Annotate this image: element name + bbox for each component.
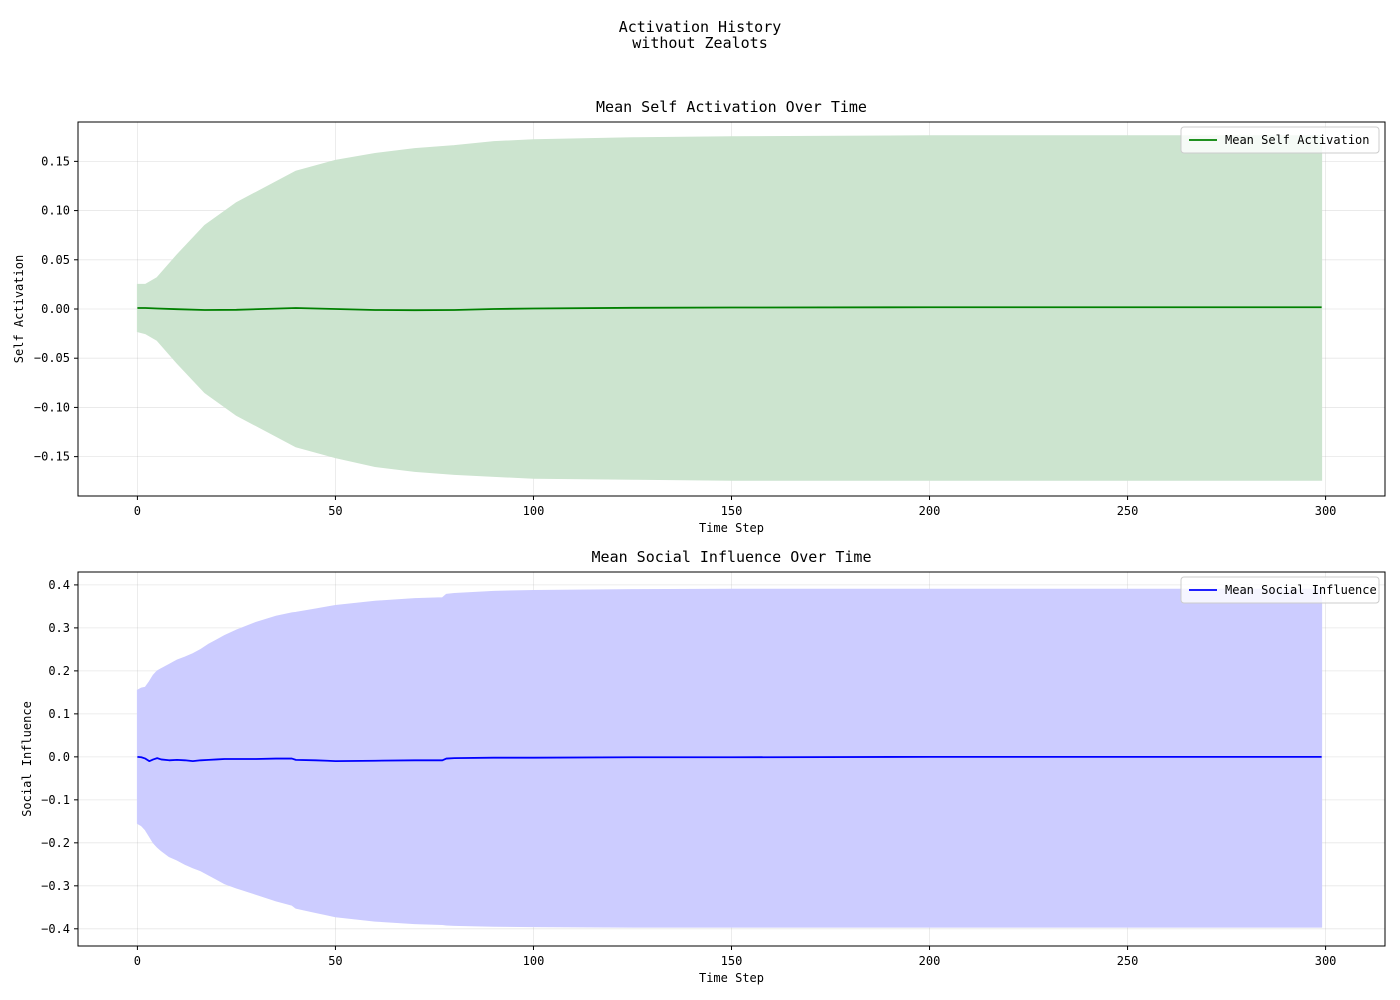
- social-influence-xtick-label-3: 150: [721, 954, 743, 968]
- figure-suptitle-line2: without Zealots: [632, 34, 767, 52]
- self-activation-xtick-label-0: 0: [134, 504, 141, 518]
- social-influence-mean-line: [137, 755, 1322, 763]
- social-influence-ylabel: Social Influence: [20, 701, 34, 817]
- social-influence-ytick-label-1: −0.3: [41, 879, 70, 893]
- social-influence-ytick-label-8: 0.4: [48, 578, 70, 592]
- social-influence-legend: Mean Social Influence: [1180, 576, 1380, 604]
- self-activation-legend: Mean Self Activation: [1180, 126, 1380, 154]
- self-activation-ytick-label-0: −0.15: [34, 450, 70, 464]
- figure-suptitle-line1: Activation History: [619, 18, 782, 36]
- self-activation-ytick-label-6: 0.15: [41, 154, 70, 168]
- self-activation-xtick-label-2: 100: [523, 504, 545, 518]
- self-activation-xtick-label-4: 200: [919, 504, 941, 518]
- social-influence-ytick-label-3: −0.1: [41, 793, 70, 807]
- self-activation-xtick-label-1: 50: [328, 504, 342, 518]
- self-activation-title: Mean Self Activation Over Time: [596, 98, 867, 116]
- social-influence-ytick-label-2: −0.2: [41, 836, 70, 850]
- self-activation-legend-box: [1180, 126, 1380, 154]
- social-influence-xtick-label-4: 200: [919, 954, 941, 968]
- social-influence-xtick-label-1: 50: [328, 954, 342, 968]
- self-activation-xtick-label-5: 250: [1117, 504, 1139, 518]
- self-activation-ylabel: Self Activation: [12, 255, 26, 363]
- self-activation-ytick-label-2: −0.05: [34, 351, 70, 365]
- self-activation-ytick-label-3: 0.00: [41, 302, 70, 316]
- social-influence-title: Mean Social Influence Over Time: [592, 548, 872, 566]
- social-influence-ytick-label-7: 0.3: [48, 621, 70, 635]
- self-activation-xtick-label-3: 150: [721, 504, 743, 518]
- social-influence-xtick-label-5: 250: [1117, 954, 1139, 968]
- social-influence-xtick-label-2: 100: [523, 954, 545, 968]
- self-activation-ytick-label-4: 0.05: [41, 253, 70, 267]
- social-influence-xlabel: Time Step: [699, 971, 764, 985]
- self-activation-panel: Mean Self Activation 0 50 100 150 200 250 300 −0…: [12, 98, 1386, 535]
- self-activation-xlabel: Time Step: [699, 521, 764, 535]
- self-activation-ytick-label-1: −0.10: [34, 400, 70, 414]
- social-influence-xtick-label-0: 0: [134, 954, 141, 968]
- social-influence-legend-label: Mean Social Influence: [1225, 583, 1377, 597]
- social-influence-ytick-label-6: 0.2: [48, 664, 70, 678]
- social-influence-legend-box: [1180, 576, 1380, 604]
- social-influence-ytick-label-5: 0.1: [48, 707, 70, 721]
- social-influence-ytick-label-0: −0.4: [41, 922, 70, 936]
- social-influence-ytick-label-4: 0.0: [48, 750, 70, 764]
- social-influence-xtick-label-6: 300: [1315, 954, 1337, 968]
- social-influence-panel: Mean Social Influence 0 50 100 150 200 250 300 −…: [20, 548, 1386, 985]
- self-activation-ytick-label-5: 0.10: [41, 204, 70, 218]
- self-activation-xtick-label-6: 300: [1315, 504, 1337, 518]
- self-activation-mean-line: [137, 306, 1322, 312]
- self-activation-legend-label: Mean Self Activation: [1225, 133, 1370, 147]
